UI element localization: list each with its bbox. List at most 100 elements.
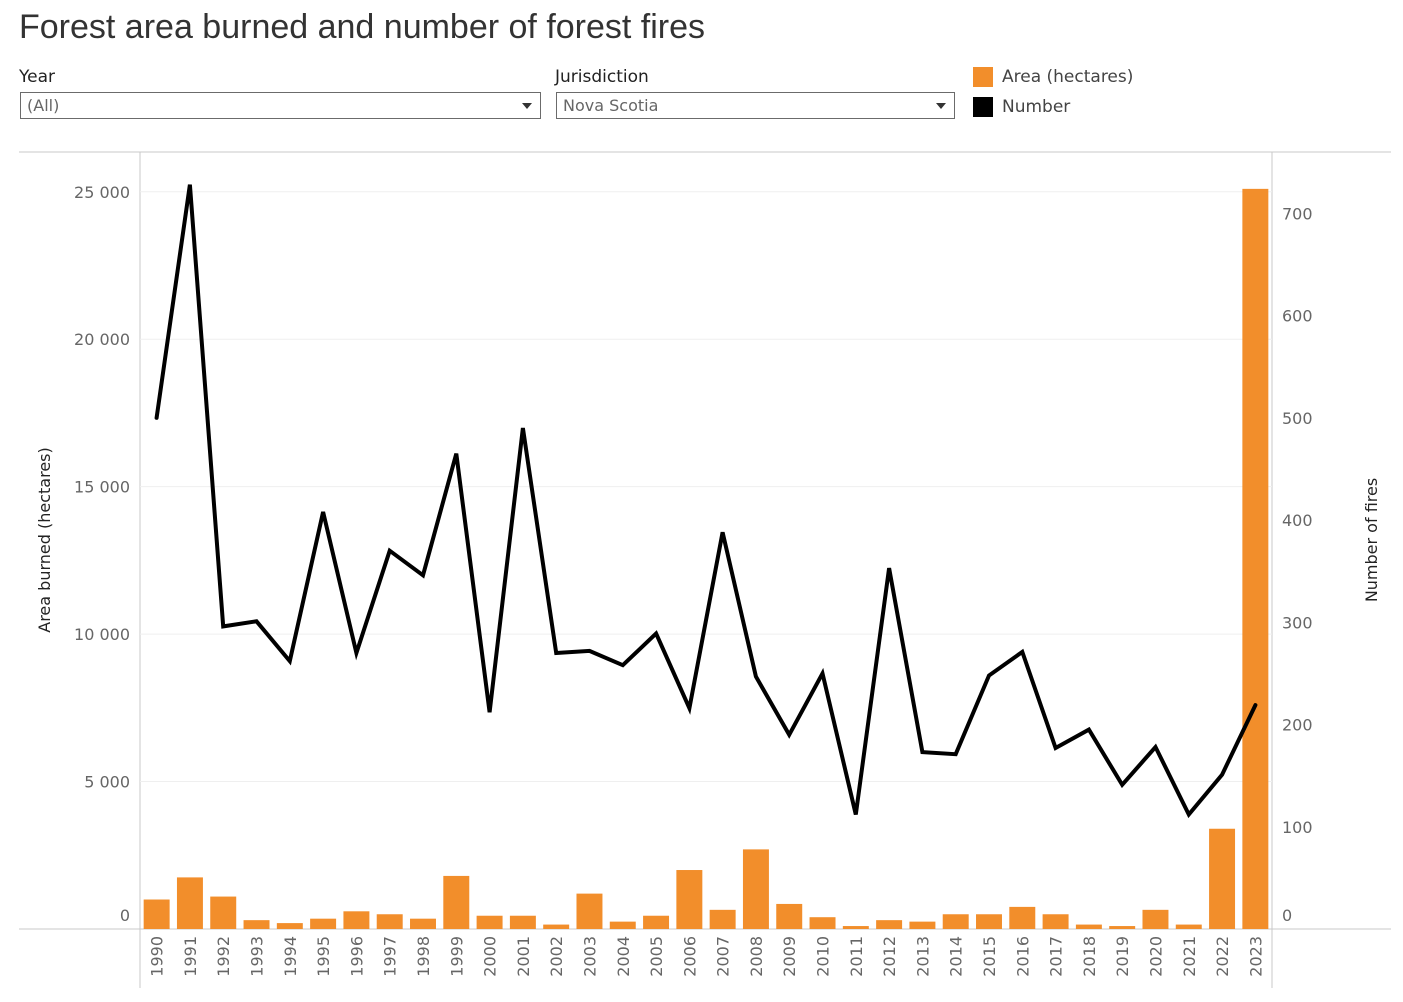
bar [876,920,903,929]
bar [1209,828,1236,929]
y-tick-label: 5 000 [84,773,130,792]
x-tick-label: 1995 [314,936,333,977]
chart-frame [19,151,1391,988]
y-tick-label: 15 000 [74,478,130,497]
y-axis-title: Area burned (hectares) [35,447,54,632]
x-tick-label: 2016 [1013,936,1032,977]
bar [609,921,636,929]
x-tick-label: 2009 [780,936,799,977]
chevron-down-icon [522,103,532,109]
legend-item-number[interactable]: Number [973,97,1070,117]
bar [976,914,1002,929]
y2-tick-label: 100 [1282,818,1313,837]
x-tick-label: 1997 [381,936,400,977]
legend-label-number: Number [1002,97,1071,117]
x-tick-label: 1990 [148,936,167,977]
y2-axis-title: Number of fires [1362,478,1381,602]
y2-tick-label: 0 [1282,906,1292,925]
y2-tick-label: 500 [1282,409,1313,428]
x-tick-label: 2018 [1080,936,1099,977]
jurisdiction-dropdown[interactable]: Nova Scotia [556,92,955,119]
x-tick-label: 2003 [580,936,599,977]
legend-label-area: Area (hectares) [1002,67,1134,87]
legend-swatch-area [973,67,993,87]
year-dropdown-value: (All) [27,96,60,115]
bar [909,921,936,929]
bar-series-area [143,188,1269,929]
y-axis-left: 0 5 000 10 000 15 000 20 000 25 000 [74,183,130,925]
bar [709,909,736,929]
x-tick-label: 2005 [647,936,666,977]
y2-tick-label: 400 [1282,511,1313,530]
x-tick-label: 2004 [614,936,633,977]
chevron-down-icon [936,103,946,109]
x-tick-label: 2023 [1246,936,1265,977]
bar [576,893,603,929]
x-tick-label: 1996 [347,936,366,977]
x-tick-label: 2013 [913,936,932,977]
y2-tick-label: 300 [1282,613,1313,632]
bar [543,924,570,929]
year-filter-label: Year [19,67,55,87]
bar [1242,188,1269,929]
y2-tick-label: 600 [1282,307,1313,326]
bar [443,875,470,929]
bar [942,914,969,929]
y2-tick-label: 200 [1282,716,1313,735]
x-tick-label: 2015 [980,936,999,977]
x-tick-label: 2019 [1113,936,1132,977]
bar [676,870,703,929]
x-tick-label: 2011 [847,936,866,977]
x-tick-label: 2021 [1180,936,1199,977]
bar [276,923,303,929]
bar [509,915,536,929]
x-tick-label: 2022 [1213,936,1232,977]
x-tick-label: 2008 [747,936,766,977]
x-tick-label: 2020 [1146,936,1165,977]
y-tick-label: 20 000 [74,330,130,349]
legend-swatch-number [973,97,993,117]
x-tick-label: 2014 [947,936,966,977]
x-tick-label: 1991 [181,936,200,977]
jurisdiction-filter-label: Jurisdiction [555,67,649,87]
x-tick-label: 2001 [514,936,533,977]
gridlines [140,191,1272,783]
bar [476,915,503,929]
x-axis: 1990 1991 1992 1993 1994 1995 1996 1997 1998 1999… [148,936,1266,977]
bar [1175,924,1202,929]
jurisdiction-dropdown-value: Nova Scotia [563,96,659,115]
line-series-number [154,184,1258,819]
year-dropdown[interactable]: (All) [20,92,541,119]
y-tick-label: 0 [120,906,130,925]
x-tick-label: 1993 [248,936,267,977]
x-tick-label: 2012 [880,936,899,977]
x-tick-label: 1992 [214,936,233,977]
bar [1075,924,1102,929]
bar [809,917,836,929]
x-tick-label: 2002 [547,936,566,977]
bar [143,899,170,929]
bar [343,911,370,929]
x-tick-label: 2007 [714,936,733,977]
x-tick-label: 2010 [814,936,833,977]
bar [742,849,769,929]
x-tick-label: 1999 [447,936,466,977]
x-tick-label: 2017 [1047,936,1066,977]
bar [176,877,203,929]
x-tick-label: 1998 [414,936,433,977]
bar [842,926,869,929]
bar [1009,906,1036,929]
bar [210,896,237,929]
y2-tick-label: 700 [1282,204,1313,223]
bar [643,915,670,929]
bar [376,914,403,929]
x-tick-label: 1994 [281,936,300,977]
bar [310,918,337,929]
bar [1042,914,1069,929]
bar [1109,926,1136,929]
legend-item-area[interactable]: Area (hectares) [973,67,1133,87]
y-tick-label: 25 000 [74,183,130,202]
y-axis-right: 0 100 200 300 400 500 600 700 [1282,204,1313,925]
page-title: Forest area burned and number of forest … [19,8,706,46]
